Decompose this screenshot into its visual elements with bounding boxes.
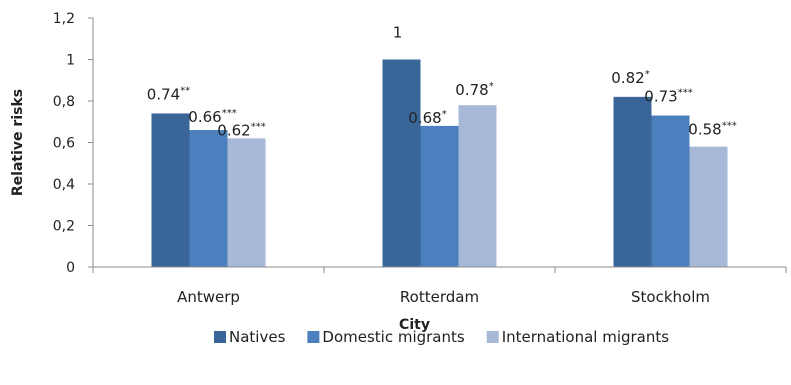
y-tick-label: 0,4	[53, 177, 75, 193]
y-tick-label: 0,8	[53, 94, 75, 110]
y-tick-label: 0	[66, 260, 75, 276]
legend: Natives Domestic migrants International mi…	[214, 328, 669, 346]
data-label-value: 0.58	[688, 121, 721, 139]
bar-natives	[382, 59, 421, 267]
data-label-value: 1	[393, 24, 403, 42]
data-label: 0.73***	[644, 88, 692, 106]
significance-marker: ***	[251, 121, 266, 132]
data-label: 0.74**	[147, 85, 190, 103]
x-category-label: Antwerp	[177, 288, 240, 306]
significance-marker: *	[489, 81, 494, 92]
data-label: 0.78*	[455, 81, 493, 99]
data-label: 0.58***	[688, 121, 736, 139]
data-label-value: 0.68	[408, 109, 441, 127]
significance-marker: ***	[722, 121, 737, 132]
data-label: 0.68*	[408, 109, 446, 127]
y-tick-label: 0,2	[53, 219, 75, 235]
bar-international-migrants	[227, 138, 266, 267]
significance-marker: ***	[678, 88, 693, 99]
data-label-value: 0.74	[147, 85, 180, 103]
bar-international-migrants	[458, 105, 497, 268]
x-axis-title: City	[399, 317, 430, 333]
x-category-label: Stockholm	[631, 288, 710, 306]
bar-domestic-migrants	[651, 115, 690, 268]
y-tick-label: 1	[66, 53, 75, 69]
bar-international-migrants	[689, 146, 728, 267]
data-label-value: 0.82	[611, 69, 644, 87]
data-label-value: 0.66	[188, 108, 221, 126]
legend-swatch	[307, 331, 320, 343]
y-tick-label: 0,6	[53, 136, 75, 152]
data-label-value: 0.62	[217, 121, 250, 139]
bar-natives	[151, 113, 190, 267]
data-label: 0.82*	[611, 69, 649, 87]
legend-swatch	[214, 331, 226, 343]
y-tick-label: 1,2	[53, 11, 75, 27]
data-label-value: 0.78	[455, 81, 488, 99]
bars-group	[151, 59, 728, 268]
x-axis-categories: Antwerp Rotterdam Stockholm	[92, 267, 787, 306]
significance-marker: **	[180, 85, 190, 96]
significance-marker: ***	[222, 108, 237, 119]
significance-marker: *	[645, 69, 650, 80]
legend-swatch	[486, 331, 499, 343]
legend-label: Domestic migrants	[322, 328, 464, 346]
legend-label: International migrants	[502, 328, 670, 346]
bar-domestic-migrants	[420, 125, 459, 268]
data-label: 1	[393, 24, 403, 42]
bar-domestic-migrants	[189, 130, 228, 267]
significance-marker: *	[442, 109, 447, 120]
data-labels-group: 0.74**0.66***0.62***10.68*0.78* 0.82*0.73…	[147, 24, 737, 140]
data-label-value: 0.73	[644, 88, 677, 106]
y-axis-title: Relative risks	[10, 89, 26, 196]
bar-natives	[613, 96, 652, 267]
data-label: 0.66***	[188, 108, 236, 126]
y-axis-ticks: 0 0,2 0,4 0,6 0,8 1 1,2	[53, 11, 93, 276]
data-label: 0.62***	[217, 121, 265, 139]
x-category-label: Rotterdam	[400, 288, 479, 306]
legend-label: Natives	[229, 328, 286, 346]
